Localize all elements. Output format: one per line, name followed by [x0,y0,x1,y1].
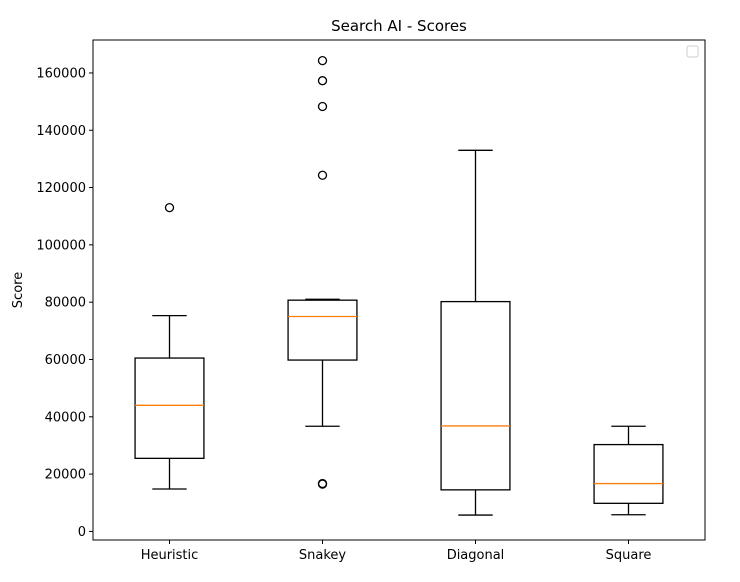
outlier-point [317,76,328,86]
x-tick-label: Square [606,548,652,563]
y-tick-label: 100000 [36,238,86,253]
outlier-point [317,478,328,489]
outlier-point [317,55,328,66]
box-group-heuristic [134,202,205,490]
y-tick-label: 140000 [36,124,86,139]
plot-frame [92,39,706,541]
x-axis: Heuristic Snakey Diagonal Square [141,540,652,563]
iqr-box [593,443,664,504]
y-axis: 0 20000 40000 60000 80000 100000 120000 140000 1… [36,66,93,540]
outlier-point [164,202,175,213]
box-group-square [593,425,664,516]
plot-area [134,55,664,516]
y-tick-label: 20000 [45,468,86,483]
y-tick-label: 160000 [36,66,86,81]
y-tick-label: 0 [78,525,86,540]
iqr-box [287,299,358,361]
x-tick-label: Snakey [299,548,347,563]
y-tick-label: 120000 [36,181,86,196]
box-group-snakey [287,55,358,489]
y-tick-label: 40000 [45,410,86,425]
box-group-diagonal [440,149,511,516]
y-axis-label: Score [11,272,26,308]
x-tick-label: Diagonal [447,548,505,563]
iqr-box [134,357,205,459]
outlier-point [317,170,328,180]
x-tick-label: Heuristic [141,548,199,563]
legend-box [686,45,699,58]
chart-title: Search AI - Scores [331,17,467,35]
y-tick-label: 80000 [45,296,86,311]
y-tick-label: 60000 [45,353,86,368]
outlier-point [317,101,328,112]
iqr-box [440,300,511,491]
